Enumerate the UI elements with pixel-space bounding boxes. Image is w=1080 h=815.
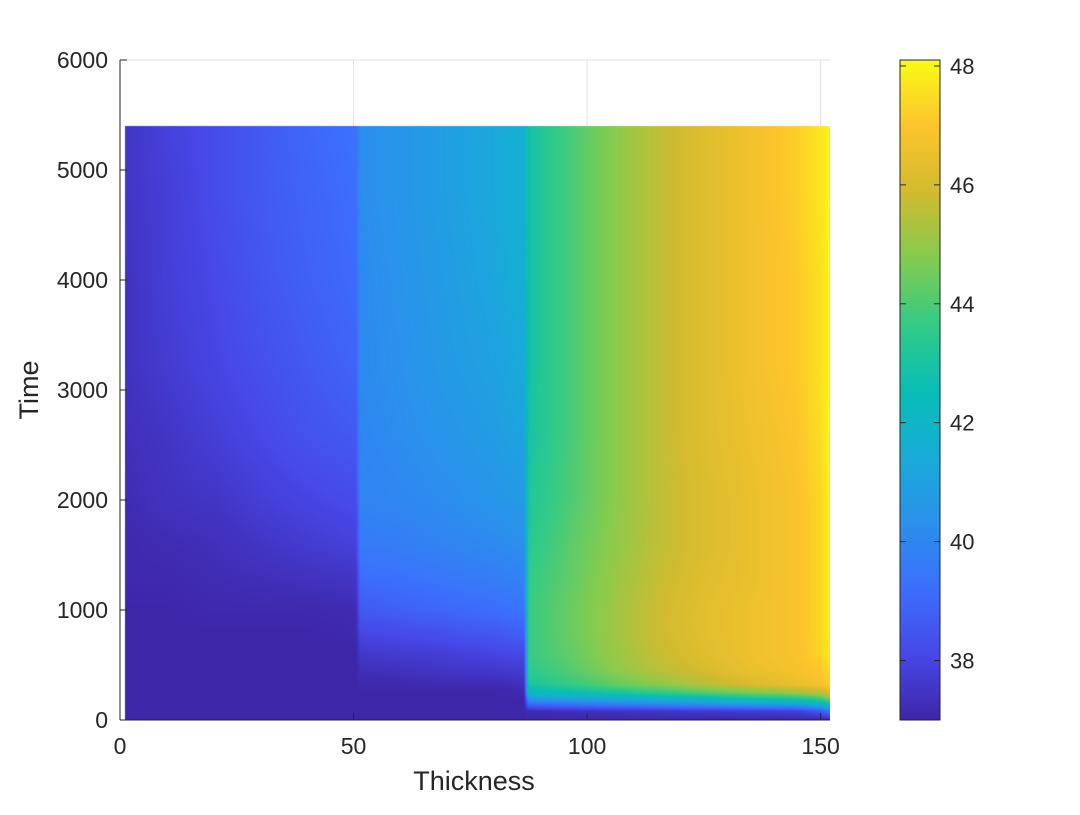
colorbar-tick-label: 38 <box>950 649 974 674</box>
x-tick-label: 150 <box>801 733 839 759</box>
x-axis-ticks: 0 50 100 150 <box>114 713 840 759</box>
colorbar-frame <box>899 59 941 721</box>
x-tick-label: 50 <box>341 733 367 759</box>
y-tick-label: 0 <box>95 707 108 733</box>
y-tick-label: 1000 <box>57 597 108 623</box>
colorbar-ticks: 38 40 42 44 46 48 <box>900 54 974 674</box>
y-tick-label: 3000 <box>57 377 108 403</box>
colorbar-tick-label: 40 <box>950 530 974 555</box>
y-axis-label: Time <box>14 361 44 420</box>
y-tick-label: 2000 <box>57 487 108 513</box>
x-tick-label: 100 <box>568 733 606 759</box>
y-tick-label: 5000 <box>57 157 108 183</box>
colorbar-tick-label: 48 <box>950 54 974 79</box>
y-tick-label: 4000 <box>57 267 108 293</box>
x-tick-label: 0 <box>114 733 127 759</box>
heatmap-image <box>120 60 830 720</box>
colorbar-tick-label: 42 <box>950 411 974 436</box>
colorbar-image-container <box>900 60 940 720</box>
heatmap-image-container <box>120 60 830 720</box>
y-tick-label: 6000 <box>57 47 108 73</box>
x-axis-label: Thickness <box>413 766 535 796</box>
colorbar-tick-label: 46 <box>950 173 974 198</box>
y-axis-ticks: 0 1000 2000 3000 4000 5000 6000 <box>57 47 127 733</box>
colorbar-image <box>900 60 940 720</box>
colorbar-tick-label: 44 <box>950 292 974 317</box>
